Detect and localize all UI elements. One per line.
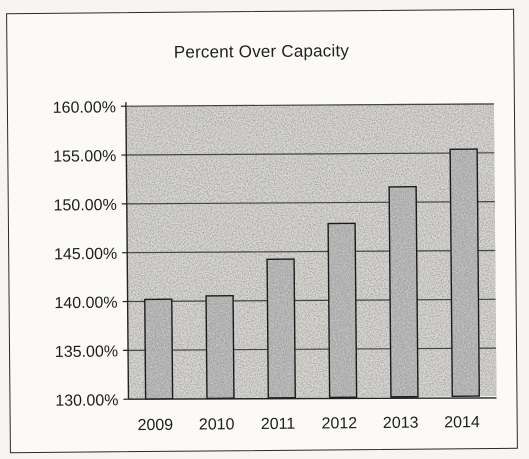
bar bbox=[449, 148, 480, 398]
x-tick-label: 2012 bbox=[321, 415, 357, 432]
bar-outline bbox=[449, 148, 480, 398]
bar bbox=[388, 185, 419, 398]
bar-texture bbox=[267, 259, 296, 398]
bar-outline bbox=[388, 185, 419, 398]
x-axis bbox=[128, 397, 497, 400]
bar bbox=[144, 298, 174, 400]
gridline bbox=[128, 347, 497, 351]
gridline bbox=[125, 103, 494, 107]
gridline bbox=[127, 298, 496, 303]
gridline bbox=[126, 152, 495, 156]
y-axis bbox=[125, 102, 130, 400]
x-tick-label: 2014 bbox=[444, 414, 480, 431]
x-tick-label: 2009 bbox=[137, 417, 173, 434]
y-tick-label: 145.00% bbox=[54, 246, 117, 264]
x-tick-label: 2011 bbox=[261, 416, 296, 433]
bar bbox=[266, 258, 296, 399]
bar-texture bbox=[389, 186, 418, 397]
bar-chart: 130.00% 135.00% 140.00% 145.00% 150.00% 155.0… bbox=[53, 99, 497, 434]
y-tick-label: 140.00% bbox=[54, 295, 117, 313]
gridlines bbox=[125, 103, 497, 351]
y-tick-label: 160.00% bbox=[53, 99, 116, 117]
y-tick-label: 155.00% bbox=[53, 148, 116, 166]
axes bbox=[120, 102, 497, 400]
chart-frame: Percent Over Capacity bbox=[6, 8, 518, 454]
y-tick-labels: 130.00% 135.00% 140.00% 145.00% 150.00% 155.0… bbox=[53, 99, 119, 410]
bar bbox=[327, 222, 358, 399]
bar-texture bbox=[328, 223, 357, 398]
bar-outline bbox=[327, 222, 358, 399]
x-tick-labels: 2009 2010 2011 2012 2013 2014 bbox=[137, 414, 479, 434]
gridline bbox=[126, 201, 495, 205]
bar-texture bbox=[206, 295, 234, 399]
bar-texture bbox=[450, 149, 480, 397]
bars bbox=[144, 148, 480, 400]
y-tick-label: 135.00% bbox=[55, 343, 118, 361]
gridline bbox=[127, 249, 496, 254]
x-tick-label: 2010 bbox=[199, 416, 235, 433]
x-tick-label: 2013 bbox=[383, 415, 419, 432]
bar-outline bbox=[266, 258, 296, 399]
bar bbox=[205, 294, 235, 400]
y-tick-label: 130.00% bbox=[55, 392, 118, 410]
bar-texture bbox=[144, 299, 173, 400]
y-tick-label: 150.00% bbox=[54, 197, 117, 215]
